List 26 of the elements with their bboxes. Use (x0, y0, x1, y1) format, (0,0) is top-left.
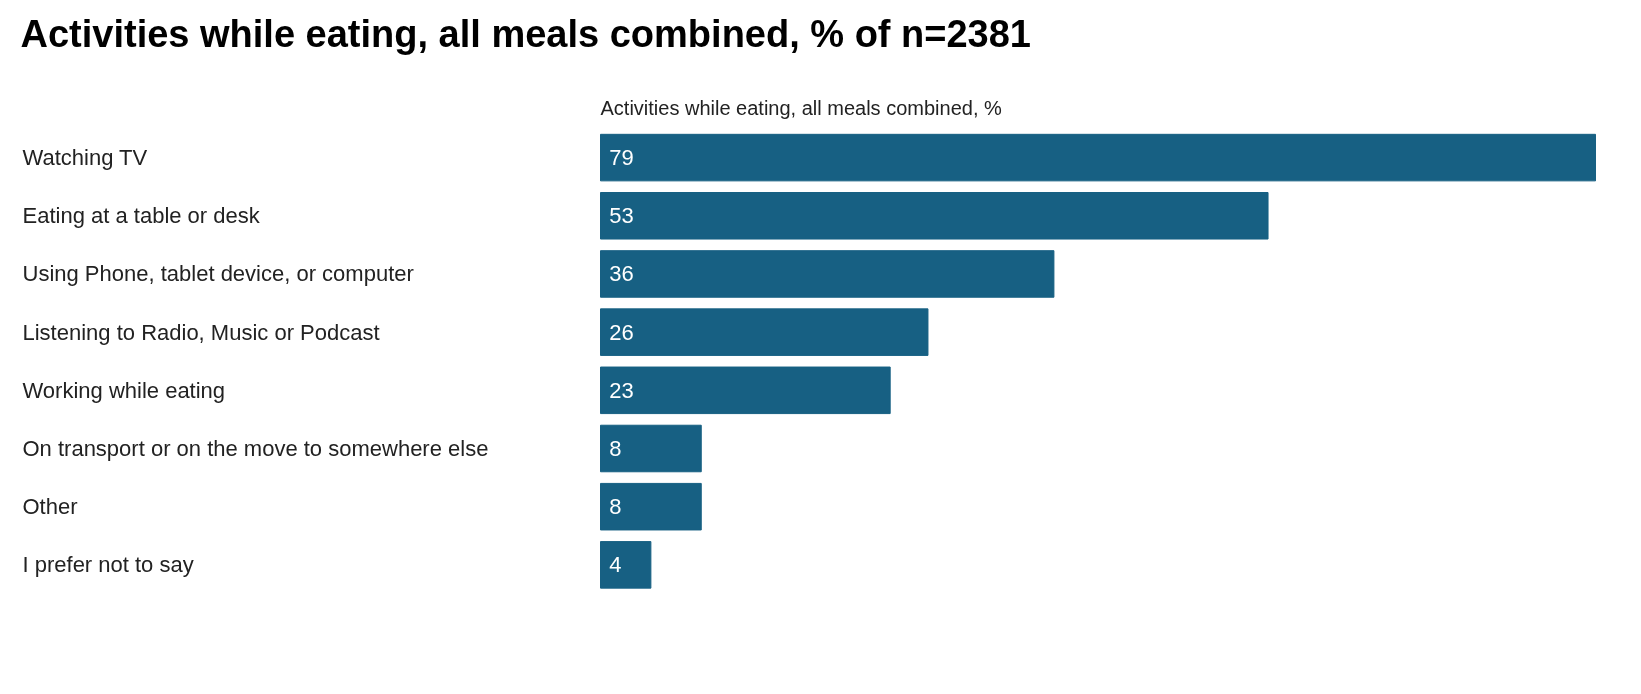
data-label: 79 (609, 145, 634, 171)
y-tick-label: Listening to Radio, Music or Podcast (22, 319, 380, 345)
data-label: 23 (609, 377, 634, 403)
data-label: 36 (609, 261, 634, 287)
chart-title: Activities while eating, all meals combined, % of n=2381 (20, 12, 1032, 55)
data-label: 8 (609, 436, 622, 461)
bar (600, 424, 702, 473)
y-tick-label: On transport or on the move to somewhere else (22, 436, 489, 461)
bar (600, 482, 702, 531)
data-label: 53 (609, 203, 634, 229)
y-tick-label: Using Phone, tablet device, or computer (22, 261, 414, 287)
bar (600, 133, 1596, 182)
bar (600, 308, 929, 356)
data-label: 26 (609, 319, 634, 345)
data-label: 4 (609, 552, 622, 578)
y-tick-label: I prefer not to say (22, 552, 194, 578)
bar (600, 366, 891, 415)
y-tick-label: Other (22, 494, 78, 520)
bar (600, 541, 652, 589)
y-tick-label: Watching TV (22, 145, 148, 171)
chart-subtitle: Activities while eating, all meals combined, % (600, 97, 1003, 120)
y-tick-label: Eating at a table or desk (22, 203, 261, 229)
y-tick-label: Working while eating (22, 377, 226, 403)
bar (600, 250, 1055, 298)
bar (600, 192, 1269, 240)
data-label: 8 (609, 494, 622, 520)
